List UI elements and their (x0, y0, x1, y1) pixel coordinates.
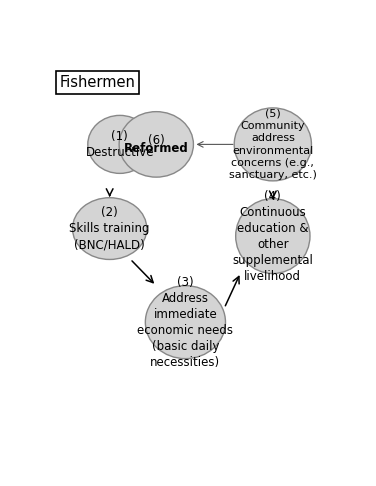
Ellipse shape (234, 108, 311, 181)
Text: (4)
Continuous
education &
other
supplemental
livelihood: (4) Continuous education & other supplem… (232, 190, 313, 282)
Text: (6): (6) (148, 134, 165, 147)
Ellipse shape (146, 286, 226, 359)
FancyBboxPatch shape (56, 70, 139, 94)
Text: Reformed: Reformed (124, 142, 189, 155)
Text: Fishermen: Fishermen (59, 75, 135, 90)
Text: (2)
Skills training
(BNC/HALD): (2) Skills training (BNC/HALD) (70, 206, 150, 251)
Text: (3)
Address
immediate
economic needs
(basic daily
necessities): (3) Address immediate economic needs (ba… (137, 276, 233, 369)
Ellipse shape (119, 112, 193, 177)
Ellipse shape (73, 198, 147, 260)
Ellipse shape (236, 199, 310, 274)
Ellipse shape (88, 115, 152, 174)
Text: (5)
Community
address
environmental
concerns (e.g.,
sanctuary, etc.): (5) Community address environmental conc… (229, 108, 317, 180)
Text: (1)
Destructive: (1) Destructive (86, 130, 154, 159)
